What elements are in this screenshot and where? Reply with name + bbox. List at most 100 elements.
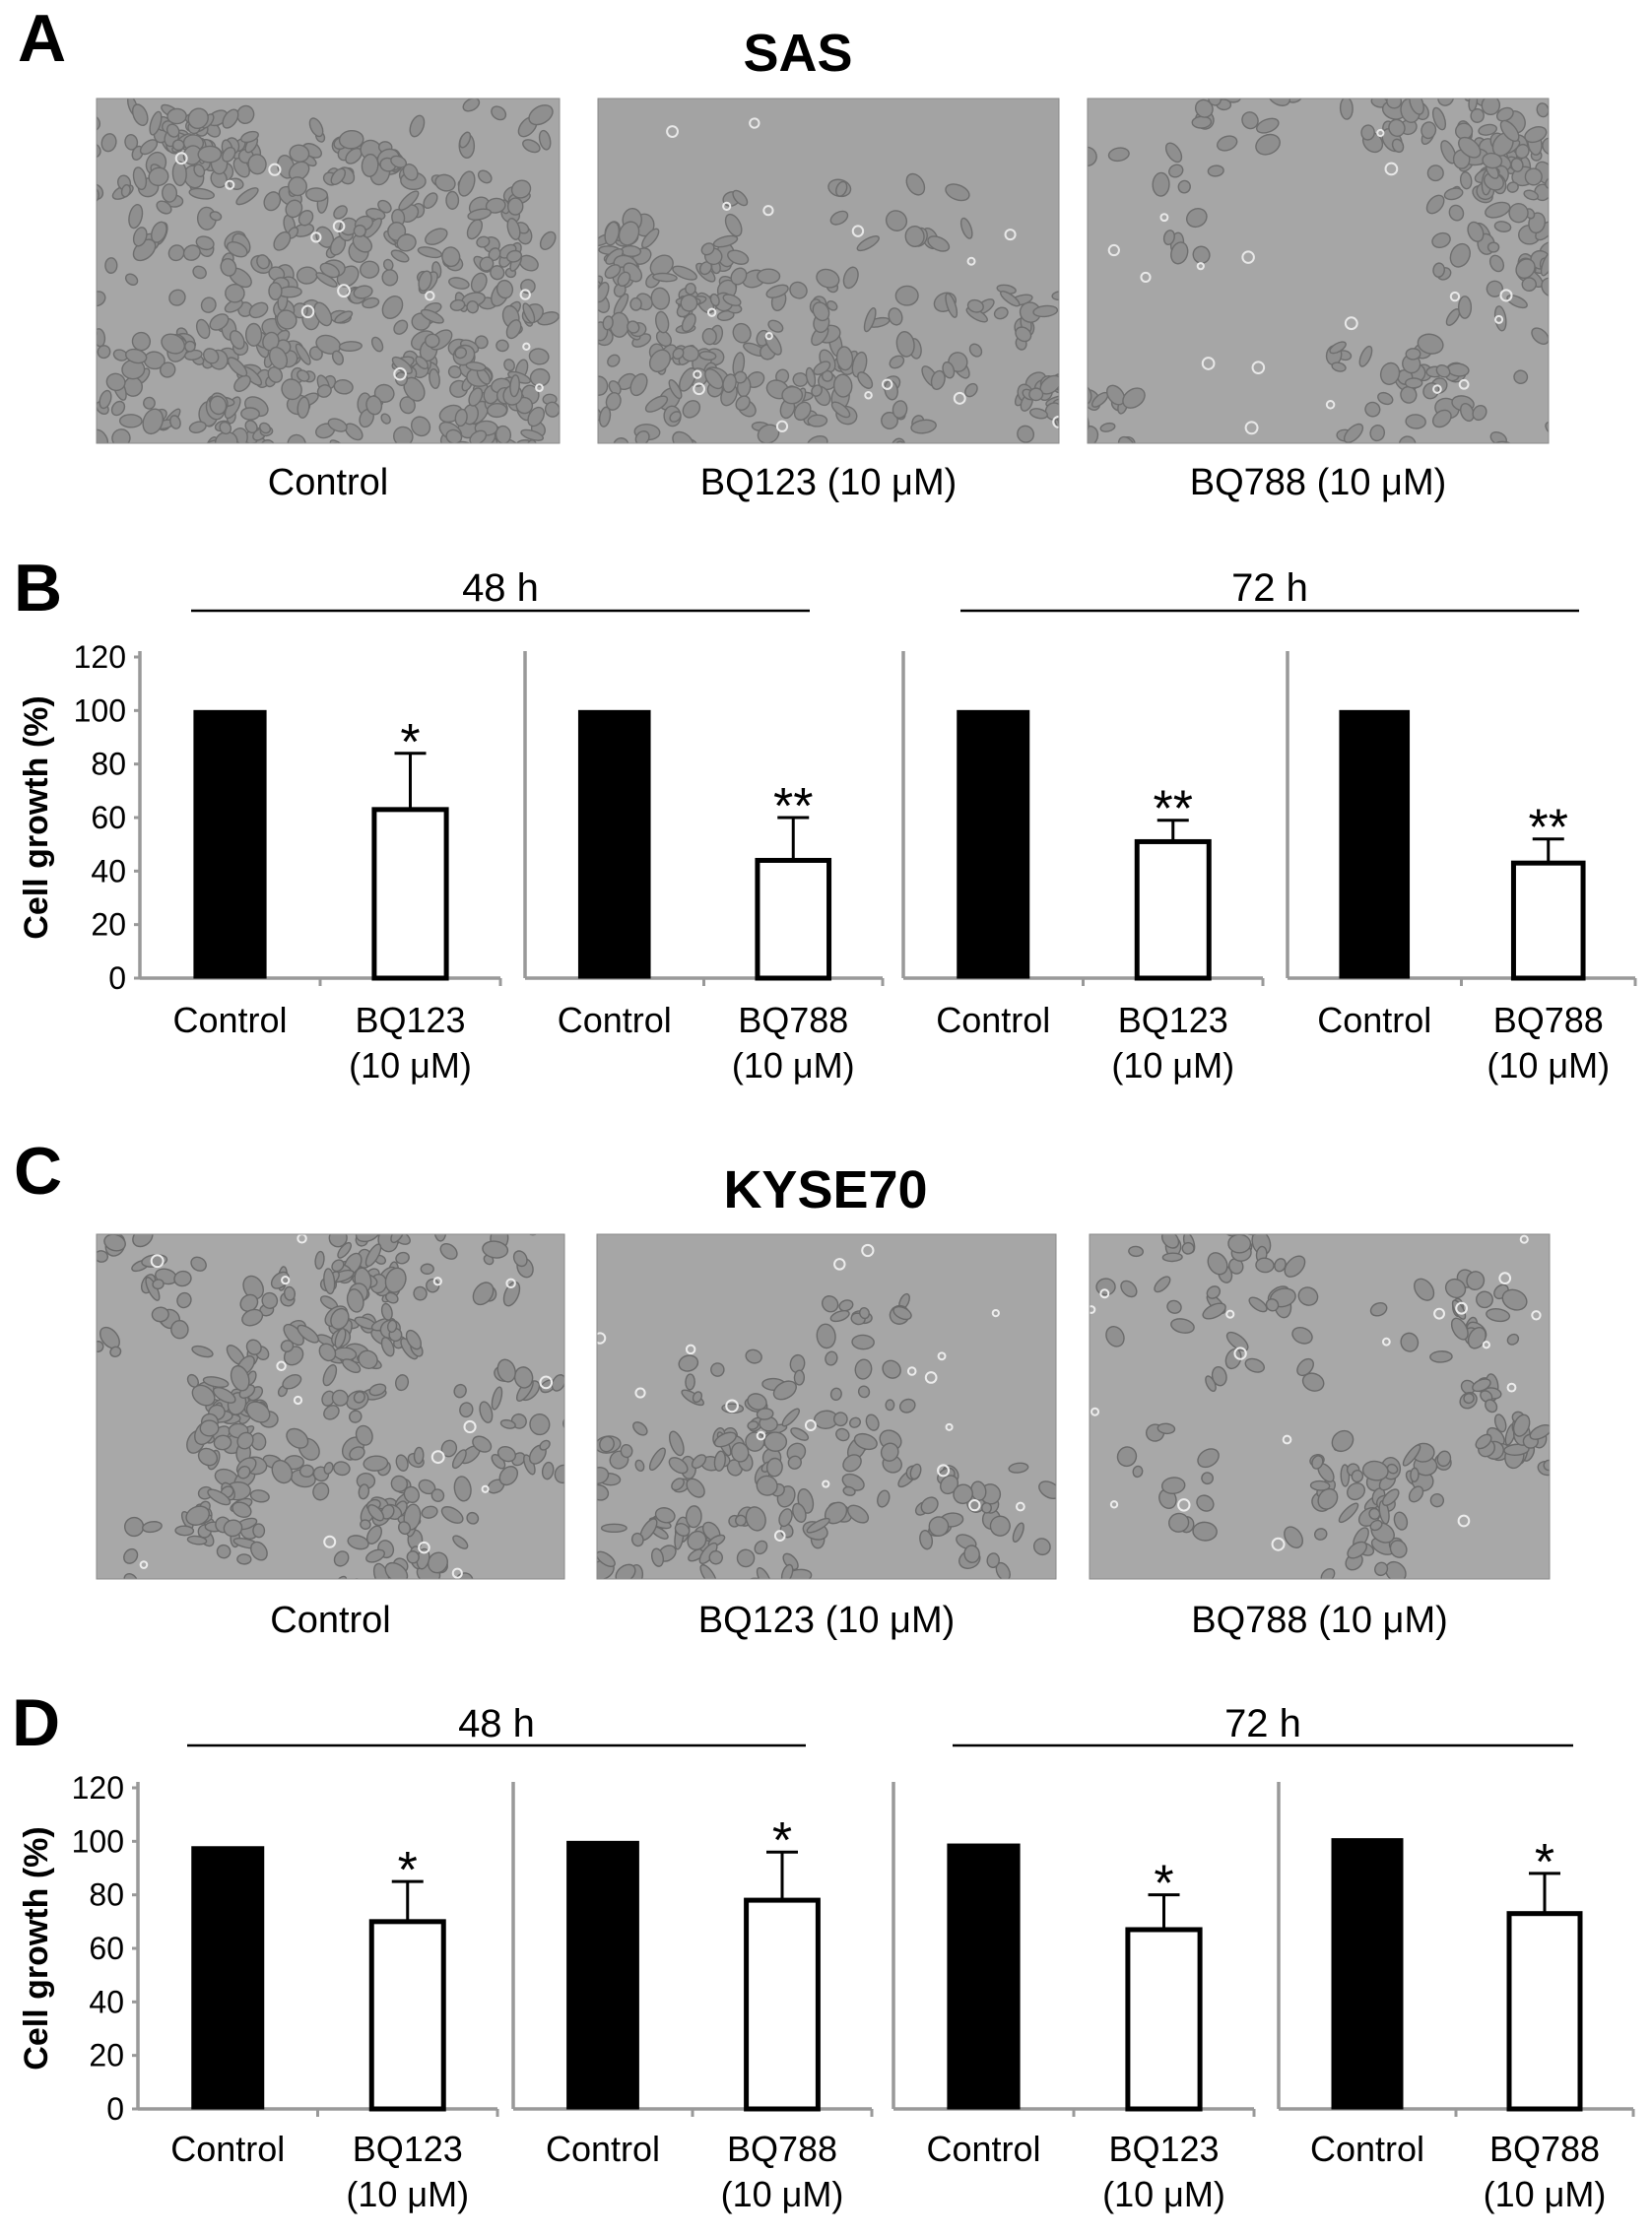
cell xyxy=(247,154,267,175)
rounded-cell xyxy=(1457,1514,1471,1528)
cell xyxy=(989,1515,1011,1537)
cell xyxy=(1389,1540,1408,1558)
cell xyxy=(1132,1465,1144,1479)
cell xyxy=(147,522,165,540)
significance-mark: * xyxy=(400,714,420,771)
cell xyxy=(1499,119,1520,142)
control-bar xyxy=(1339,709,1411,979)
cell xyxy=(1452,47,1478,74)
cell xyxy=(825,1350,838,1366)
cell xyxy=(105,372,126,392)
y-tick-label: 0 xyxy=(108,960,126,996)
panel-d-charts: 48 h 72 h Cell growth (%) 0 20 40 60 80 100 120 Co… xyxy=(18,1702,1635,2214)
cell xyxy=(186,1535,208,1545)
cell xyxy=(421,1505,438,1519)
treatment-bar xyxy=(755,857,832,981)
cell xyxy=(562,271,590,294)
cell xyxy=(722,373,737,393)
cell xyxy=(461,1184,489,1207)
cell xyxy=(698,351,717,361)
cell xyxy=(283,1285,297,1301)
cell xyxy=(123,1573,139,1579)
bar-chart-d-4: Control * BQ788 (10 μM) xyxy=(1277,1782,1635,2214)
cell xyxy=(959,217,973,239)
cell xyxy=(1008,1462,1029,1474)
cell xyxy=(522,139,541,154)
cell xyxy=(1444,1278,1467,1299)
cell xyxy=(1466,1271,1486,1291)
rounded-cell xyxy=(1233,1347,1247,1360)
cell xyxy=(286,1427,309,1449)
cell xyxy=(472,1435,493,1453)
cell xyxy=(1095,1278,1116,1296)
cell xyxy=(821,1295,839,1313)
category-label: Control xyxy=(172,1000,287,1040)
micrograph-border xyxy=(96,98,561,444)
cell xyxy=(842,266,859,290)
cell xyxy=(854,1358,873,1380)
cell xyxy=(67,103,85,118)
cell xyxy=(99,389,112,410)
significance-mark: ** xyxy=(1529,800,1568,857)
cell xyxy=(333,1550,350,1567)
cell xyxy=(507,197,524,216)
cell xyxy=(1482,152,1503,169)
cell xyxy=(171,139,185,152)
cell xyxy=(1117,442,1135,458)
cell xyxy=(349,1410,363,1423)
cell xyxy=(986,1552,1000,1568)
cell xyxy=(496,1358,516,1383)
cell xyxy=(1472,404,1487,422)
cell xyxy=(360,1519,371,1531)
cell xyxy=(373,383,395,403)
cell xyxy=(342,1358,362,1373)
cell xyxy=(1168,1512,1190,1533)
cell xyxy=(699,1563,717,1579)
cell xyxy=(139,139,159,156)
micrograph-c-1 xyxy=(37,1184,595,1579)
cell xyxy=(195,235,215,251)
cell xyxy=(1362,51,1384,67)
cell xyxy=(772,1380,797,1401)
cell xyxy=(1506,1333,1520,1346)
cell xyxy=(124,134,139,151)
cell xyxy=(1217,135,1238,152)
cell xyxy=(466,1511,480,1525)
cell xyxy=(459,1402,474,1418)
cell xyxy=(1267,99,1291,106)
cell xyxy=(496,279,514,299)
rounded-cell xyxy=(1458,378,1470,390)
time-label: 48 h xyxy=(458,1702,535,1745)
cell xyxy=(1051,291,1059,301)
cell xyxy=(575,1383,595,1395)
rounded-cell xyxy=(432,1277,442,1286)
rounded-cell xyxy=(139,1560,149,1569)
cell xyxy=(1590,318,1611,342)
rounded-cell xyxy=(1376,128,1385,138)
significance-mark: * xyxy=(1535,1834,1554,1891)
cell xyxy=(763,1431,788,1452)
cell xyxy=(190,1256,207,1272)
cell xyxy=(1377,391,1394,406)
category-label: Control xyxy=(1317,1000,1431,1040)
cell xyxy=(1531,327,1549,345)
cell xyxy=(200,296,217,313)
cell xyxy=(162,183,178,203)
cell xyxy=(1375,54,1393,72)
cell xyxy=(685,1373,695,1391)
cell xyxy=(1405,348,1421,361)
cell xyxy=(757,268,781,285)
cell xyxy=(37,1302,64,1330)
cell xyxy=(1233,75,1259,100)
rounded-cell xyxy=(634,1387,646,1399)
cell xyxy=(452,1535,469,1549)
cell xyxy=(756,1475,778,1496)
cell xyxy=(709,293,720,307)
cell xyxy=(97,291,106,307)
cell xyxy=(365,395,383,416)
cell xyxy=(1385,1560,1407,1579)
cell xyxy=(1543,1459,1550,1472)
cell xyxy=(885,210,908,231)
cell xyxy=(747,1393,767,1411)
cell xyxy=(240,461,255,483)
